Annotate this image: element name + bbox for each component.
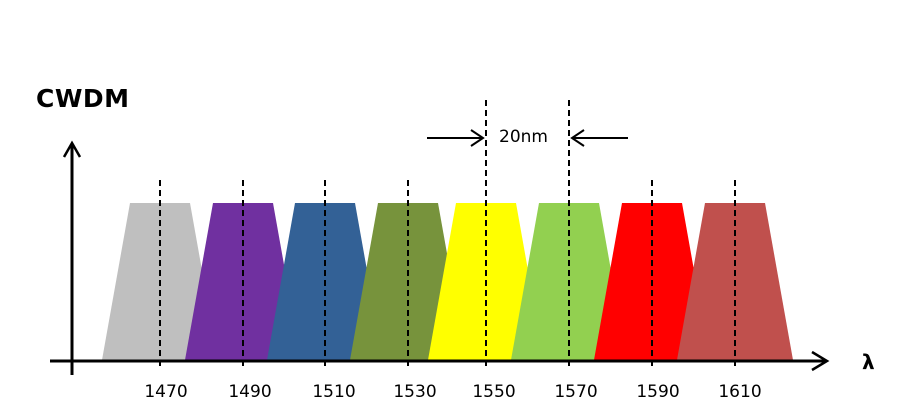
tick-label: 1550	[472, 382, 516, 402]
tick-label: 1470	[144, 382, 188, 402]
tick-label: 1490	[228, 382, 272, 402]
tick-label: 1510	[312, 382, 356, 402]
tick-label: 1590	[636, 382, 680, 402]
tick-label: 1530	[393, 382, 437, 402]
channel-spacing-label: 20nm	[499, 127, 548, 147]
x-axis-label: λ	[862, 350, 875, 374]
tick-label: 1570	[554, 382, 598, 402]
spacing-marker	[427, 100, 628, 203]
center-wavelength-lines	[159, 180, 736, 370]
axes	[50, 140, 830, 375]
channel-bands	[102, 203, 793, 360]
diagram-title: CWDM	[36, 84, 130, 113]
tick-label: 1610	[718, 382, 762, 402]
